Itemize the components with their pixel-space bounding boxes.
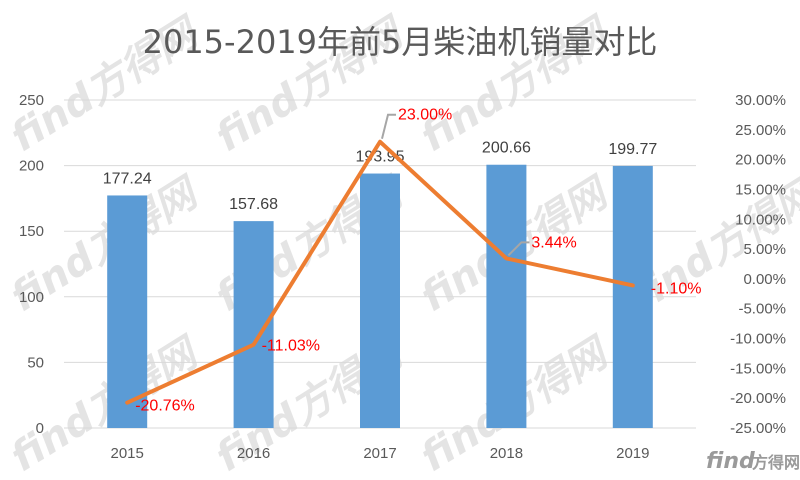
bar bbox=[360, 173, 400, 428]
y-right-tick-label: 30.00% bbox=[735, 92, 786, 109]
x-tick-label: 2017 bbox=[363, 445, 396, 462]
y-right-tick-label: 20.00% bbox=[735, 152, 786, 169]
y-left-tick-label: 250 bbox=[19, 92, 44, 109]
bar-data-label: 200.66 bbox=[482, 140, 531, 157]
line-data-label: -20.76% bbox=[135, 398, 195, 415]
bar-series bbox=[107, 164, 653, 429]
y-right-tick-label: 25.00% bbox=[735, 122, 786, 139]
y-right-tick-label: 15.00% bbox=[735, 181, 786, 198]
brand-logo-cjk: 方得网 bbox=[752, 453, 800, 472]
bar-data-label: 157.68 bbox=[229, 196, 278, 213]
bar bbox=[486, 164, 527, 429]
line-data-label: -11.03% bbox=[262, 338, 320, 355]
y-right-tick-label: -5.00% bbox=[738, 301, 786, 318]
y-right-tick-label: -10.00% bbox=[730, 331, 786, 348]
x-tick-label: 2019 bbox=[616, 445, 649, 462]
line-data-label: -1.10% bbox=[651, 280, 702, 297]
brand-logo-latin: find bbox=[706, 449, 755, 474]
y-right-tick-label: -15.00% bbox=[730, 360, 786, 377]
line-data-label: 23.00% bbox=[398, 107, 452, 124]
y-right-tick-label: 5.00% bbox=[743, 241, 786, 258]
chart-title: 2015-2019年前5月柴油机销量对比 bbox=[143, 23, 658, 61]
y-axis-left: 0 50 100 150 200 250 bbox=[19, 92, 44, 437]
leader-line bbox=[381, 113, 396, 139]
leader-line bbox=[507, 241, 530, 257]
line-series bbox=[125, 139, 635, 405]
y-right-tick-label: 0.00% bbox=[743, 271, 786, 288]
y-right-tick-label: -20.00% bbox=[730, 390, 786, 407]
bar bbox=[107, 195, 148, 428]
x-axis: 2015 2016 2017 2018 2019 bbox=[111, 445, 650, 462]
x-tick-label: 2016 bbox=[237, 445, 270, 462]
x-tick-label: 2018 bbox=[490, 445, 523, 462]
y-left-tick-label: 0 bbox=[36, 420, 44, 437]
bar bbox=[612, 165, 653, 428]
line-data-labels: -20.76% -11.03% 23.00% 3.44% -1.10% bbox=[135, 107, 701, 415]
y-axis-right: -25.00% -20.00% -15.00% -10.00% -5.00% 0.00% 5… bbox=[730, 92, 786, 437]
y-right-tick-label: 10.00% bbox=[735, 211, 786, 228]
line-data-label: 3.44% bbox=[531, 234, 576, 251]
bar-data-label: 177.24 bbox=[103, 170, 152, 187]
y-right-tick-label: -25.00% bbox=[730, 420, 786, 437]
y-left-tick-label: 50 bbox=[27, 354, 44, 371]
x-tick-label: 2015 bbox=[111, 445, 144, 462]
brand-logo: find 方得网 bbox=[706, 449, 800, 474]
bar-data-label: 199.77 bbox=[608, 141, 657, 158]
y-left-tick-label: 100 bbox=[19, 289, 44, 306]
y-left-tick-label: 200 bbox=[19, 158, 44, 175]
y-left-tick-label: 150 bbox=[19, 223, 44, 240]
leader-lines bbox=[381, 113, 530, 257]
growth-line bbox=[125, 139, 635, 405]
